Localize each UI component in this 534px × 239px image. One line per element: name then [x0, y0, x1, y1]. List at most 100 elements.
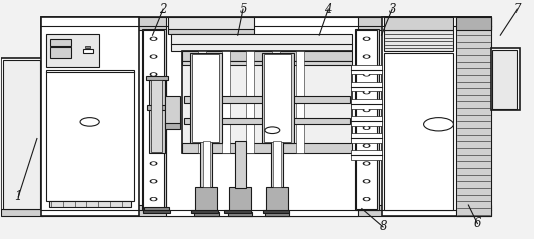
Bar [49, 201, 131, 207]
Circle shape [365, 181, 368, 182]
Text: 5: 5 [239, 3, 247, 16]
Circle shape [365, 145, 368, 146]
Circle shape [151, 198, 157, 201]
Bar [164, 96, 179, 124]
Bar [147, 105, 167, 110]
Bar [192, 54, 219, 142]
Circle shape [364, 198, 370, 201]
Bar [271, 141, 283, 188]
Bar [384, 17, 453, 30]
Bar [168, 29, 254, 34]
Circle shape [151, 55, 157, 58]
Circle shape [80, 118, 99, 126]
Bar [384, 30, 453, 51]
Bar [151, 80, 162, 152]
Circle shape [152, 198, 155, 200]
Circle shape [364, 73, 370, 76]
Bar [146, 76, 168, 80]
Bar [384, 53, 453, 210]
Circle shape [365, 163, 368, 164]
Bar [46, 70, 134, 201]
Bar [1, 58, 43, 210]
Circle shape [364, 180, 370, 183]
Bar [229, 187, 251, 215]
Circle shape [151, 73, 157, 76]
Circle shape [152, 92, 155, 93]
Bar [164, 123, 179, 129]
Text: 6: 6 [474, 217, 481, 230]
Circle shape [151, 109, 157, 111]
Bar [191, 210, 218, 213]
Bar [351, 65, 382, 74]
Bar [355, 29, 379, 210]
Circle shape [151, 91, 157, 94]
Bar [1, 209, 43, 216]
Bar [200, 141, 212, 188]
Circle shape [151, 126, 157, 129]
Bar [492, 50, 517, 109]
Circle shape [365, 56, 368, 57]
Circle shape [151, 37, 157, 40]
Circle shape [364, 109, 370, 111]
Bar [222, 51, 230, 153]
Bar [41, 17, 139, 216]
Bar [184, 96, 350, 103]
Circle shape [364, 37, 370, 40]
Circle shape [365, 74, 368, 75]
Bar [145, 207, 169, 212]
Bar [351, 99, 382, 109]
Bar [184, 118, 350, 124]
Bar [83, 49, 93, 53]
Circle shape [365, 109, 368, 111]
Bar [456, 17, 491, 216]
Text: 8: 8 [379, 220, 387, 234]
Circle shape [365, 127, 368, 129]
Circle shape [365, 198, 368, 200]
Bar [182, 51, 352, 61]
Circle shape [364, 91, 370, 94]
Text: 2: 2 [159, 3, 167, 16]
Bar [351, 116, 382, 126]
Bar [265, 212, 289, 216]
Bar [144, 210, 170, 213]
Circle shape [365, 38, 368, 39]
Circle shape [364, 55, 370, 58]
Bar [182, 51, 352, 153]
Bar [194, 212, 218, 216]
Bar [246, 51, 254, 153]
Circle shape [152, 127, 155, 129]
Bar [190, 53, 222, 143]
Circle shape [152, 38, 155, 39]
Circle shape [151, 144, 157, 147]
Circle shape [152, 163, 155, 164]
Bar [46, 34, 99, 67]
Text: 3: 3 [388, 3, 396, 16]
Bar [263, 210, 289, 213]
Circle shape [364, 126, 370, 129]
Bar [168, 17, 254, 30]
Bar [50, 47, 71, 58]
Bar [272, 51, 280, 153]
Circle shape [152, 145, 155, 146]
Bar [85, 46, 90, 48]
Circle shape [152, 56, 155, 57]
Circle shape [152, 109, 155, 111]
Circle shape [151, 180, 157, 183]
Bar [166, 17, 358, 216]
Circle shape [365, 92, 368, 93]
Bar [351, 133, 382, 143]
Bar [41, 205, 491, 216]
Bar [296, 51, 304, 153]
Text: 1: 1 [14, 190, 22, 203]
Bar [381, 17, 491, 216]
Bar [266, 187, 288, 215]
Bar [264, 54, 291, 142]
Text: 7: 7 [514, 3, 521, 16]
Bar [262, 53, 294, 143]
Bar [41, 17, 491, 30]
Bar [456, 17, 491, 30]
Bar [195, 187, 217, 215]
Circle shape [265, 127, 280, 134]
Circle shape [364, 144, 370, 147]
Text: 4: 4 [325, 3, 332, 16]
